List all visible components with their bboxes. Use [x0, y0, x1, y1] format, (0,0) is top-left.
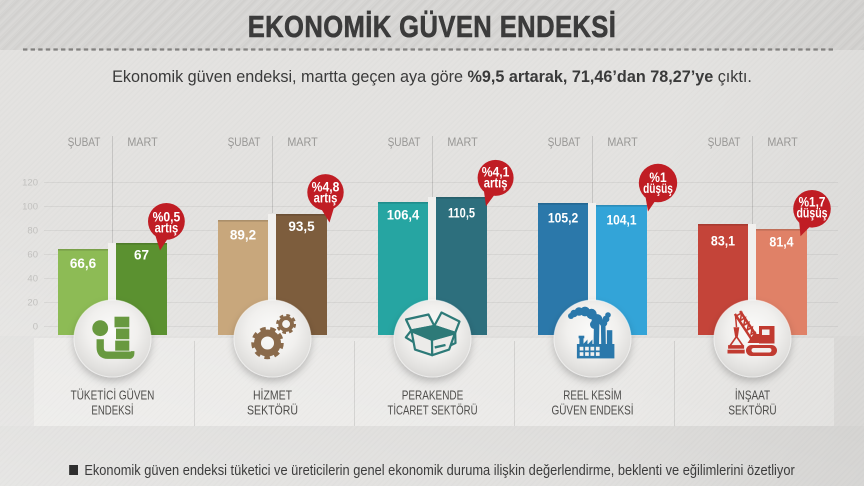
svg-text:20: 20 — [27, 298, 38, 309]
svg-text:104,1: 104,1 — [606, 212, 636, 228]
svg-text:ŞUBAT: ŞUBAT — [548, 136, 581, 149]
svg-text:106,4: 106,4 — [387, 207, 420, 222]
svg-text:GÜVEN ENDEKSİ: GÜVEN ENDEKSİ — [551, 404, 633, 418]
svg-text:ŞUBAT: ŞUBAT — [68, 136, 101, 149]
svg-text:105,2: 105,2 — [548, 210, 578, 226]
svg-text:80: 80 — [27, 226, 38, 237]
svg-text:TİCARET SEKTÖRÜ: TİCARET SEKTÖRÜ — [387, 403, 477, 418]
svg-text:%1: %1 — [649, 169, 666, 185]
svg-text:%0,5: %0,5 — [153, 209, 181, 225]
svg-text:ŞUBAT: ŞUBAT — [228, 136, 261, 149]
svg-text:TÜKETİCİ GÜVEN: TÜKETİCİ GÜVEN — [71, 388, 155, 402]
svg-text:%4,8: %4,8 — [312, 179, 340, 195]
svg-text:60: 60 — [27, 250, 38, 261]
svg-text:ŞUBAT: ŞUBAT — [708, 136, 741, 149]
svg-text:81,4: 81,4 — [769, 234, 794, 250]
svg-text:MART: MART — [287, 137, 317, 150]
svg-text:%1,7: %1,7 — [799, 195, 826, 210]
svg-text:ENDEKSİ: ENDEKSİ — [91, 403, 133, 418]
svg-text:MART: MART — [607, 137, 637, 150]
svg-text:MART: MART — [767, 137, 797, 150]
svg-text:PERAKENDE: PERAKENDE — [402, 389, 464, 402]
svg-text:89,2: 89,2 — [230, 228, 256, 243]
svg-text:artış: artış — [484, 176, 508, 191]
svg-text:100: 100 — [22, 202, 38, 213]
svg-text:düşüş: düşüş — [643, 181, 673, 197]
svg-text:%4,1: %4,1 — [482, 164, 510, 180]
svg-text:ŞUBAT: ŞUBAT — [388, 136, 421, 149]
svg-text:66,6: 66,6 — [70, 256, 97, 271]
svg-text:120: 120 — [22, 178, 38, 189]
svg-text:İNŞAAT: İNŞAAT — [735, 388, 770, 402]
svg-text:artış: artış — [155, 221, 179, 236]
svg-text:düşüş: düşüş — [797, 205, 828, 221]
svg-text:67: 67 — [134, 248, 149, 263]
svg-text:110,5: 110,5 — [448, 206, 475, 221]
svg-text:93,5: 93,5 — [288, 219, 315, 234]
svg-text:83,1: 83,1 — [711, 233, 735, 249]
svg-text:SEKTÖRÜ: SEKTÖRÜ — [728, 405, 776, 418]
svg-text:40: 40 — [27, 274, 38, 285]
svg-text:REEL KESİM: REEL KESİM — [563, 388, 621, 402]
svg-text:0: 0 — [33, 322, 38, 333]
svg-text:MART: MART — [447, 137, 477, 150]
svg-text:HİZMET: HİZMET — [253, 388, 292, 402]
svg-text:artış: artış — [314, 190, 338, 205]
svg-text:MART: MART — [127, 137, 157, 150]
svg-text:SEKTÖRÜ: SEKTÖRÜ — [247, 404, 298, 418]
